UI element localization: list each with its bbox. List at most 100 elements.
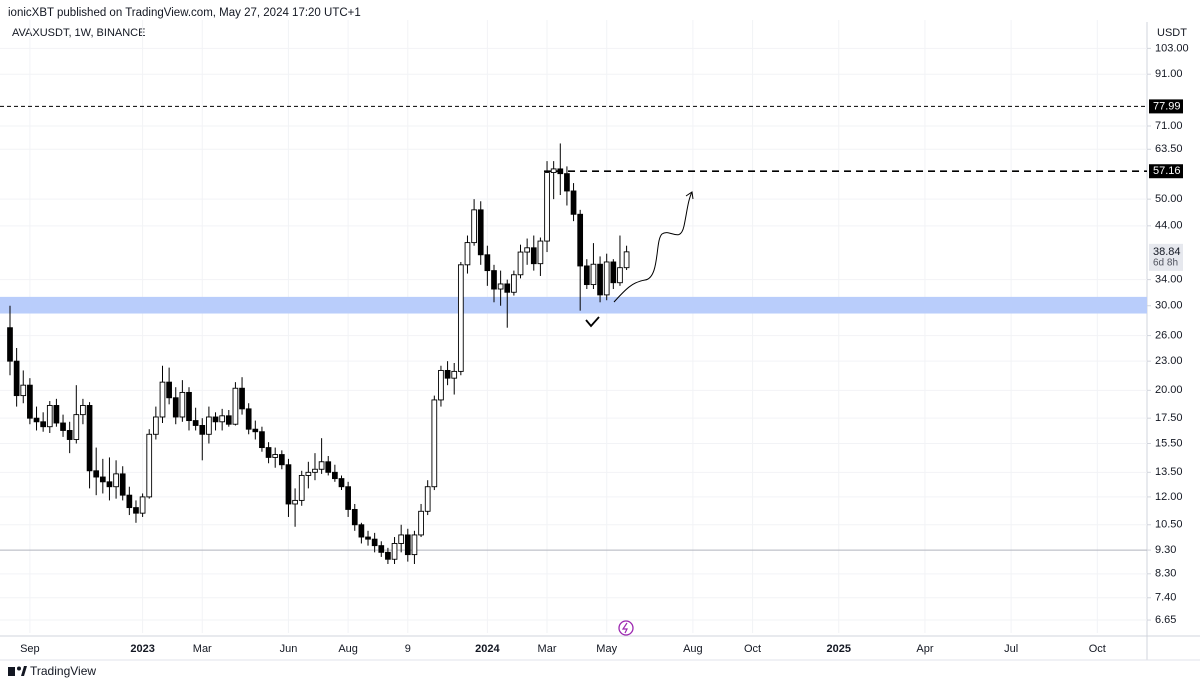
x-tick-label: Apr bbox=[916, 643, 933, 655]
candle-body bbox=[431, 399, 438, 488]
y-tick-label: 20.00 bbox=[1155, 384, 1183, 396]
candle-body bbox=[53, 405, 60, 424]
candle-body bbox=[33, 417, 40, 423]
y-tick-label: 12.00 bbox=[1155, 491, 1183, 503]
x-tick-label: 2025 bbox=[827, 643, 851, 655]
candle-body bbox=[351, 508, 358, 526]
candle-body bbox=[577, 213, 584, 267]
y-tick-label: 8.30 bbox=[1155, 568, 1176, 580]
candle-body bbox=[212, 416, 219, 423]
candle-body bbox=[93, 470, 100, 478]
candle-body bbox=[411, 534, 418, 556]
candle-body bbox=[86, 405, 93, 472]
y-tick-label: 44.00 bbox=[1155, 220, 1183, 232]
x-tick-label: Jul bbox=[1004, 643, 1018, 655]
candle-body bbox=[192, 420, 199, 426]
y-tick-label: 71.00 bbox=[1155, 120, 1183, 132]
candle-body bbox=[365, 536, 371, 540]
x-tick-label: Oct bbox=[1089, 643, 1106, 655]
candle-body bbox=[278, 454, 285, 466]
candle-body bbox=[133, 507, 139, 514]
candle-body bbox=[444, 369, 451, 379]
x-tick-label: Aug bbox=[683, 643, 703, 655]
candle-body bbox=[298, 474, 305, 501]
candle-body bbox=[325, 461, 332, 473]
x-tick-label: 2023 bbox=[130, 643, 154, 655]
candle-body bbox=[259, 431, 265, 449]
candle-body bbox=[610, 261, 617, 284]
y-tick-label: 50.00 bbox=[1155, 193, 1183, 205]
candle-body bbox=[139, 496, 146, 514]
candle-body bbox=[99, 476, 106, 483]
candle-body bbox=[391, 543, 398, 560]
candle-body bbox=[225, 415, 232, 425]
candle-body bbox=[245, 408, 252, 430]
candle-body bbox=[438, 369, 444, 401]
candle-body bbox=[172, 397, 179, 418]
candle-body bbox=[292, 499, 298, 505]
x-tick-label: May bbox=[596, 643, 617, 655]
candle-body bbox=[159, 381, 166, 418]
plot-area: 103.00 91.00 71.00 63.50 50.00 44.00 34.00 30.0… bbox=[0, 20, 1189, 655]
candle-body bbox=[305, 471, 312, 476]
symbol-title: AVAXUSDT, 1W, BINANCE bbox=[12, 27, 145, 39]
check-mark bbox=[585, 316, 600, 328]
candle-body bbox=[371, 538, 378, 547]
x-tick-label: 9 bbox=[405, 643, 411, 655]
candle-body bbox=[597, 263, 603, 296]
last-price-label: 38.84 bbox=[1153, 246, 1181, 258]
publish-header: ionicXBT published on TradingView.com, M… bbox=[8, 7, 361, 19]
x-tick-label: 2024 bbox=[475, 643, 500, 655]
candle-body bbox=[570, 190, 577, 215]
events-icon[interactable] bbox=[618, 620, 634, 636]
price-label-box bbox=[1149, 164, 1183, 179]
price-label: 77.99 bbox=[1153, 100, 1181, 112]
y-tick-label: 15.50 bbox=[1155, 437, 1183, 449]
candle-body bbox=[46, 405, 53, 428]
x-tick-label: Mar bbox=[538, 643, 557, 655]
candle-body bbox=[80, 405, 86, 416]
y-tick-label: 6.65 bbox=[1155, 614, 1176, 626]
candle-body bbox=[451, 370, 458, 379]
candle-body bbox=[511, 274, 517, 293]
candle-body bbox=[398, 534, 405, 544]
candle-body bbox=[378, 545, 385, 553]
candle-body bbox=[146, 433, 153, 498]
candle-body bbox=[285, 464, 292, 505]
candle-body bbox=[272, 454, 279, 458]
y-tick-label: 91.00 bbox=[1155, 68, 1183, 80]
candle-body bbox=[40, 421, 47, 428]
candle-body bbox=[119, 473, 126, 496]
candle-body bbox=[358, 524, 365, 538]
candle-body bbox=[20, 384, 27, 397]
candle-body bbox=[464, 242, 471, 266]
countdown-label: 6d 8h bbox=[1153, 257, 1178, 268]
y-tick-label: 9.30 bbox=[1155, 544, 1176, 556]
y-tick-label: 13.50 bbox=[1155, 466, 1183, 478]
candle-body bbox=[404, 534, 411, 556]
candle-body bbox=[13, 360, 20, 397]
projection-arrow bbox=[613, 191, 693, 303]
currency-label: USDT bbox=[1157, 27, 1187, 39]
candle-body bbox=[265, 447, 272, 458]
last-price-box bbox=[1149, 243, 1183, 271]
brand-name: TradingView bbox=[30, 664, 96, 678]
candle-body bbox=[318, 461, 325, 470]
y-tick-label: 10.50 bbox=[1155, 519, 1183, 531]
y-tick-label: 23.00 bbox=[1155, 355, 1183, 367]
brand-logo bbox=[8, 666, 27, 676]
candle-body bbox=[517, 251, 524, 276]
candle-body bbox=[497, 283, 504, 290]
candle-body bbox=[471, 209, 477, 244]
candle-body bbox=[564, 173, 570, 192]
candle-body bbox=[60, 422, 66, 431]
price-label: 57.16 bbox=[1153, 165, 1181, 177]
x-tick-label: Mar bbox=[193, 643, 212, 655]
candle-body bbox=[252, 428, 259, 433]
support-zone bbox=[0, 296, 1147, 314]
y-tick-label: 7.40 bbox=[1155, 592, 1176, 604]
x-tick-label: Sep bbox=[20, 643, 40, 655]
arrow-head bbox=[685, 191, 694, 200]
